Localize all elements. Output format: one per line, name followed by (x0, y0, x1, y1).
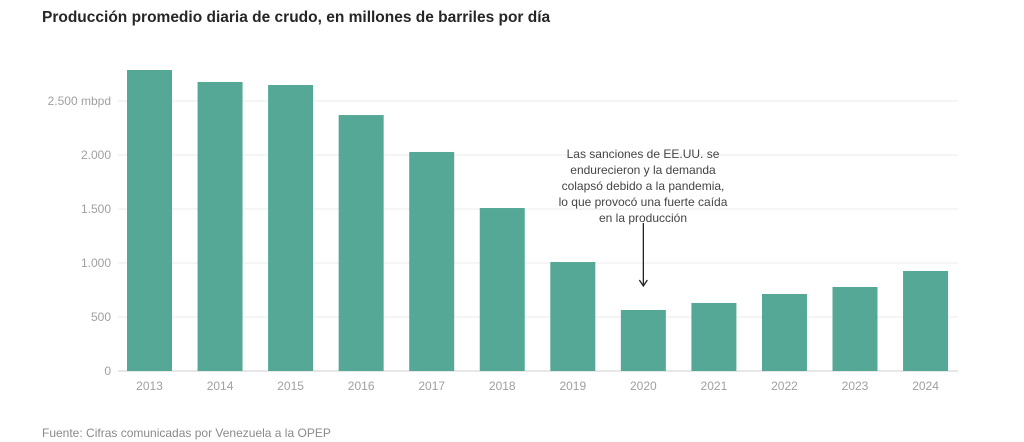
bar-2016 (338, 115, 384, 371)
x-tick-label: 2021 (701, 379, 728, 393)
bar-2015 (268, 85, 314, 372)
bar-2021 (691, 302, 737, 371)
x-tick-label: 2013 (136, 379, 163, 393)
bar-2020 (620, 309, 666, 371)
x-tick-label: 2015 (277, 379, 304, 393)
x-tick-label: 2019 (559, 379, 586, 393)
y-tick-label: 0 (104, 364, 111, 378)
bar-2018 (479, 208, 525, 371)
x-tick-label: 2017 (418, 379, 445, 393)
bar-2013 (127, 70, 172, 371)
x-tick-label: 2014 (207, 379, 234, 393)
bar-2014 (197, 81, 243, 371)
bar-2023 (832, 286, 878, 371)
x-tick-label: 2016 (348, 379, 375, 393)
source-note: Fuente: Cifras comunicadas por Venezuela… (42, 426, 331, 440)
x-tick-label: 2022 (771, 379, 798, 393)
bar-2019 (550, 262, 596, 371)
y-tick-label: 500 (91, 310, 111, 324)
bar-2024 (903, 270, 949, 371)
y-tick-label: 1.500 (81, 202, 111, 216)
bar-2017 (409, 151, 455, 371)
chart-title: Producción promedio diaria de crudo, en … (42, 9, 551, 26)
x-tick-label: 2020 (630, 379, 657, 393)
x-tick-label: 2023 (842, 379, 869, 393)
arrow-head-icon (638, 279, 648, 288)
bar-2022 (761, 293, 807, 371)
x-tick-label: 2018 (489, 379, 516, 393)
annotation-text: Las sanciones de EE.UU. se endurecieron … (558, 147, 728, 225)
y-tick-label: 1.000 (81, 256, 111, 270)
x-tick-label: 2024 (912, 379, 939, 393)
y-tick-label: 2.000 (81, 148, 111, 162)
y-tick-label: 2.500 mbpd (48, 94, 111, 108)
